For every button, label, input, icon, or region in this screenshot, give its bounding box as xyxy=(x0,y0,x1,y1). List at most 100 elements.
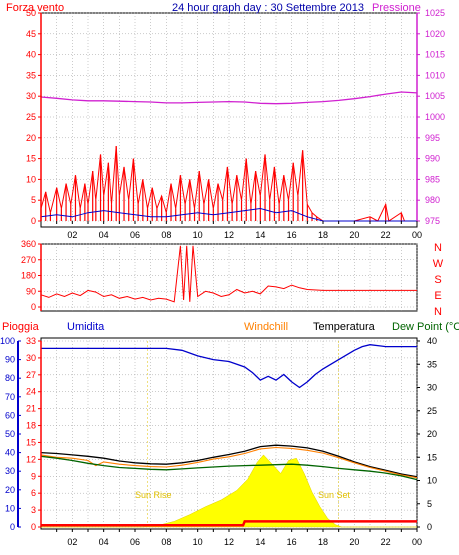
rain-tick-label: 6 xyxy=(31,488,36,498)
wind-tick-label: 10 xyxy=(26,174,36,184)
pressure-tick-label: 990 xyxy=(425,154,440,164)
wind-tick-label: 45 xyxy=(26,29,36,39)
humidity-tick-label: 50 xyxy=(5,429,15,439)
rain-hour-tick-label: 08 xyxy=(161,537,171,547)
humidity-tick-label: 90 xyxy=(5,355,15,365)
pressure-tick-label: 1025 xyxy=(425,8,445,18)
compass-w: W xyxy=(433,258,444,270)
humidity-tick-label: 80 xyxy=(5,373,15,383)
wind-average-line xyxy=(40,207,417,222)
sunrise-label: Sun Rise xyxy=(135,490,172,500)
temp-tick-label: 35 xyxy=(427,359,437,369)
wind-tick-label: 25 xyxy=(26,112,36,122)
temp-tick-label: 25 xyxy=(427,406,437,416)
pressure-tick-label: 1020 xyxy=(425,29,445,39)
pressure-tick-label: 1015 xyxy=(425,50,445,60)
grid-layer xyxy=(41,12,418,528)
direction-line xyxy=(40,245,417,303)
direction-tick-label: 270 xyxy=(21,255,36,265)
humidity-tick-label: 60 xyxy=(5,410,15,420)
humidity-tick-label: 100 xyxy=(0,336,15,346)
pressure-tick-label: 995 xyxy=(425,133,440,143)
hour-tick-label: 02 xyxy=(67,230,77,240)
sunset-label: Sun Set xyxy=(318,490,351,500)
direction-tick-label: 90 xyxy=(26,286,36,296)
humidity-label: Umidita xyxy=(67,321,105,333)
temperature-line xyxy=(40,444,418,478)
rain-hour-tick-label: 22 xyxy=(381,537,391,547)
hour-tick-label: 18 xyxy=(318,230,328,240)
pressure-tick-label: 975 xyxy=(425,216,440,226)
rain-hour-tick-label: 06 xyxy=(130,537,140,547)
hour-tick-label: 20 xyxy=(349,230,359,240)
tick-layer: 0510152025303540455097598098599099510001… xyxy=(0,8,445,547)
temperature-label: Temperatura xyxy=(313,321,376,333)
rain-tick-label: 30 xyxy=(26,353,36,363)
hour-tick-label: 00 xyxy=(412,230,422,240)
humidity-tick-label: 40 xyxy=(5,448,15,458)
wind-tick-label: 0 xyxy=(31,216,36,226)
rain-tick-label: 3 xyxy=(31,505,36,515)
wind-tick-label: 35 xyxy=(26,70,36,80)
pressure-tick-label: 1010 xyxy=(425,70,445,80)
direction-tick-label: 360 xyxy=(21,239,36,249)
direction-tick-label: 180 xyxy=(21,271,36,281)
direction-tick-label: 0 xyxy=(31,302,36,312)
hour-tick-label: 04 xyxy=(99,230,109,240)
temp-tick-label: 20 xyxy=(427,429,437,439)
hour-tick-label: 08 xyxy=(161,230,171,240)
rain-hour-tick-label: 02 xyxy=(67,537,77,547)
hour-tick-label: 10 xyxy=(193,230,203,240)
rain-tick-label: 12 xyxy=(26,454,36,464)
humidity-tick-label: 70 xyxy=(5,392,15,402)
rain-hour-tick-label: 04 xyxy=(99,537,109,547)
rain-tick-label: 9 xyxy=(31,471,36,481)
dewpoint-line xyxy=(40,455,418,481)
rain-hour-tick-label: 10 xyxy=(193,537,203,547)
pressure-tick-label: 1000 xyxy=(425,112,445,122)
wind-tick-label: 30 xyxy=(26,91,36,101)
wind-tick-label: 5 xyxy=(31,195,36,205)
temp-tick-label: 30 xyxy=(427,383,437,393)
windchill-label: Windchill xyxy=(244,321,288,333)
hour-tick-label: 14 xyxy=(255,230,265,240)
rain-line xyxy=(41,520,417,527)
rain-label: Pioggia xyxy=(2,321,40,333)
compass-n-bottom: N xyxy=(434,306,442,318)
temp-tick-label: 10 xyxy=(427,476,437,486)
pressure-tick-label: 985 xyxy=(425,174,440,184)
hour-tick-label: 22 xyxy=(381,230,391,240)
rain-tick-label: 24 xyxy=(26,387,36,397)
pressure-line xyxy=(40,91,418,105)
rain-tick-label: 15 xyxy=(26,437,36,447)
page-title: 24 hour graph day : 30 Settembre 2013 xyxy=(172,2,364,14)
temp-tick-label: 0 xyxy=(427,522,432,532)
humidity-tick-label: 10 xyxy=(5,503,15,513)
temp-tick-label: 40 xyxy=(427,336,437,346)
compass-e: E xyxy=(434,290,441,302)
rain-hour-tick-label: 20 xyxy=(349,537,359,547)
humidity-tick-label: 20 xyxy=(5,485,15,495)
pressure-label: Pressione xyxy=(372,2,421,14)
rain-hour-tick-label: 18 xyxy=(318,537,328,547)
rain-tick-label: 0 xyxy=(31,522,36,532)
hour-tick-label: 16 xyxy=(287,230,297,240)
wind-force-label: Forza vento xyxy=(6,2,64,14)
rain-hour-tick-label: 12 xyxy=(224,537,234,547)
rain-hour-tick-label: 14 xyxy=(255,537,265,547)
wind-tick-label: 20 xyxy=(26,133,36,143)
series-layer xyxy=(40,91,418,527)
compass-s: S xyxy=(434,274,441,286)
humidity-line xyxy=(41,344,417,389)
rain-tick-label: 21 xyxy=(26,404,36,414)
rain-hour-tick-label: 00 xyxy=(412,537,422,547)
rain-tick-label: 18 xyxy=(26,421,36,431)
compass-n-top: N xyxy=(434,242,442,254)
dewpoint-label: Dew Point (°C xyxy=(392,321,459,333)
hour-tick-label: 06 xyxy=(130,230,140,240)
humidity-tick-label: 0 xyxy=(10,522,15,532)
wind-tick-label: 50 xyxy=(26,8,36,18)
rain-tick-label: 27 xyxy=(26,370,36,380)
